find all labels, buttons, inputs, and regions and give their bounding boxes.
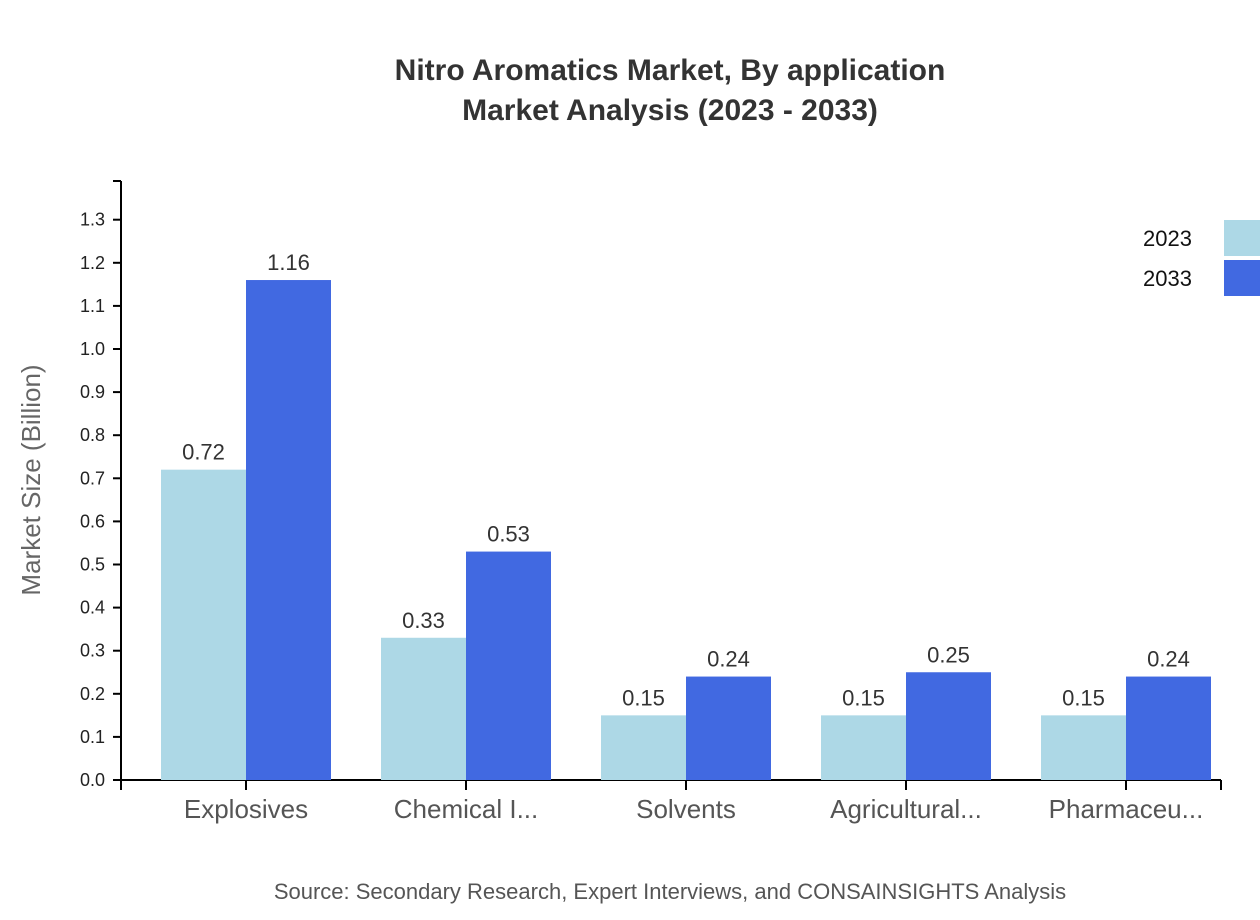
legend-swatch-2033 [1224,260,1260,296]
bar-2023 [161,469,246,780]
x-category-label: Pharmaceu... [1049,794,1204,824]
chart-title-line2: Market Analysis (2023 - 2033) [462,94,878,127]
y-tick-label: 0.9 [80,382,105,402]
bar-2023 [821,715,906,780]
chart-title-line1: Nitro Aromatics Market, By application [395,54,946,87]
bar-value-label: 1.16 [267,250,310,275]
y-axis: 0.0 0.1 0.2 0.3 0.4 0.5 0.6 0.7 0.8 0.9 1.0 1.1 1.2 1… [80,180,122,790]
y-tick-label: 0.1 [80,727,105,747]
legend-label-2023: 2023 [1143,226,1192,251]
bar-value-label: 0.24 [707,647,750,672]
bars: 0.72 1.16 0.33 0.53 0.15 0.24 0.15 0.25 0.15 0.24 [161,250,1211,780]
x-axis: Explosives Chemical I... Solvents Agricultu… [120,779,1222,824]
y-tick-label: 1.3 [80,210,105,230]
y-tick-label: 0.2 [80,684,105,704]
y-tick-label: 0.6 [80,511,105,531]
bar-value-label: 0.24 [1147,647,1190,672]
bar-value-label: 0.15 [1062,685,1105,710]
legend-swatch-2023 [1224,220,1260,256]
bar-2033 [246,280,331,780]
y-tick-label: 0.7 [80,468,105,488]
bar-value-label: 0.15 [622,685,665,710]
y-axis-title: Market Size (Billion) [16,364,46,595]
bar-2033 [466,551,551,780]
x-category-label: Chemical I... [394,794,539,824]
bar-2033 [906,672,991,780]
bar-value-label: 0.25 [927,642,970,667]
x-category-label: Explosives [184,794,308,824]
x-category-label: Solvents [636,794,736,824]
y-tick-label: 1.1 [80,296,105,316]
bar-value-label: 0.15 [842,685,885,710]
y-tick-label: 0.0 [80,770,105,790]
source-note: Source: Secondary Research, Expert Inter… [274,879,1066,904]
bar-2033 [1126,676,1211,780]
y-tick-label: 0.3 [80,641,105,661]
legend: 2023 2033 [1143,220,1260,296]
bar-2033 [686,676,771,780]
y-tick-label: 0.5 [80,555,105,575]
y-tick-label: 1.2 [80,253,105,273]
legend-label-2033: 2033 [1143,266,1192,291]
bar-value-label: 0.72 [182,440,225,465]
x-category-label: Agricultural... [830,794,982,824]
bar-value-label: 0.33 [402,608,445,633]
bar-2023 [381,637,466,780]
y-tick-label: 1.0 [80,339,105,359]
y-tick-label: 0.8 [80,425,105,445]
y-tick-label: 0.4 [80,598,105,618]
bar-2023 [1041,715,1126,780]
bar-2023 [601,715,686,780]
bar-value-label: 0.53 [487,522,530,547]
